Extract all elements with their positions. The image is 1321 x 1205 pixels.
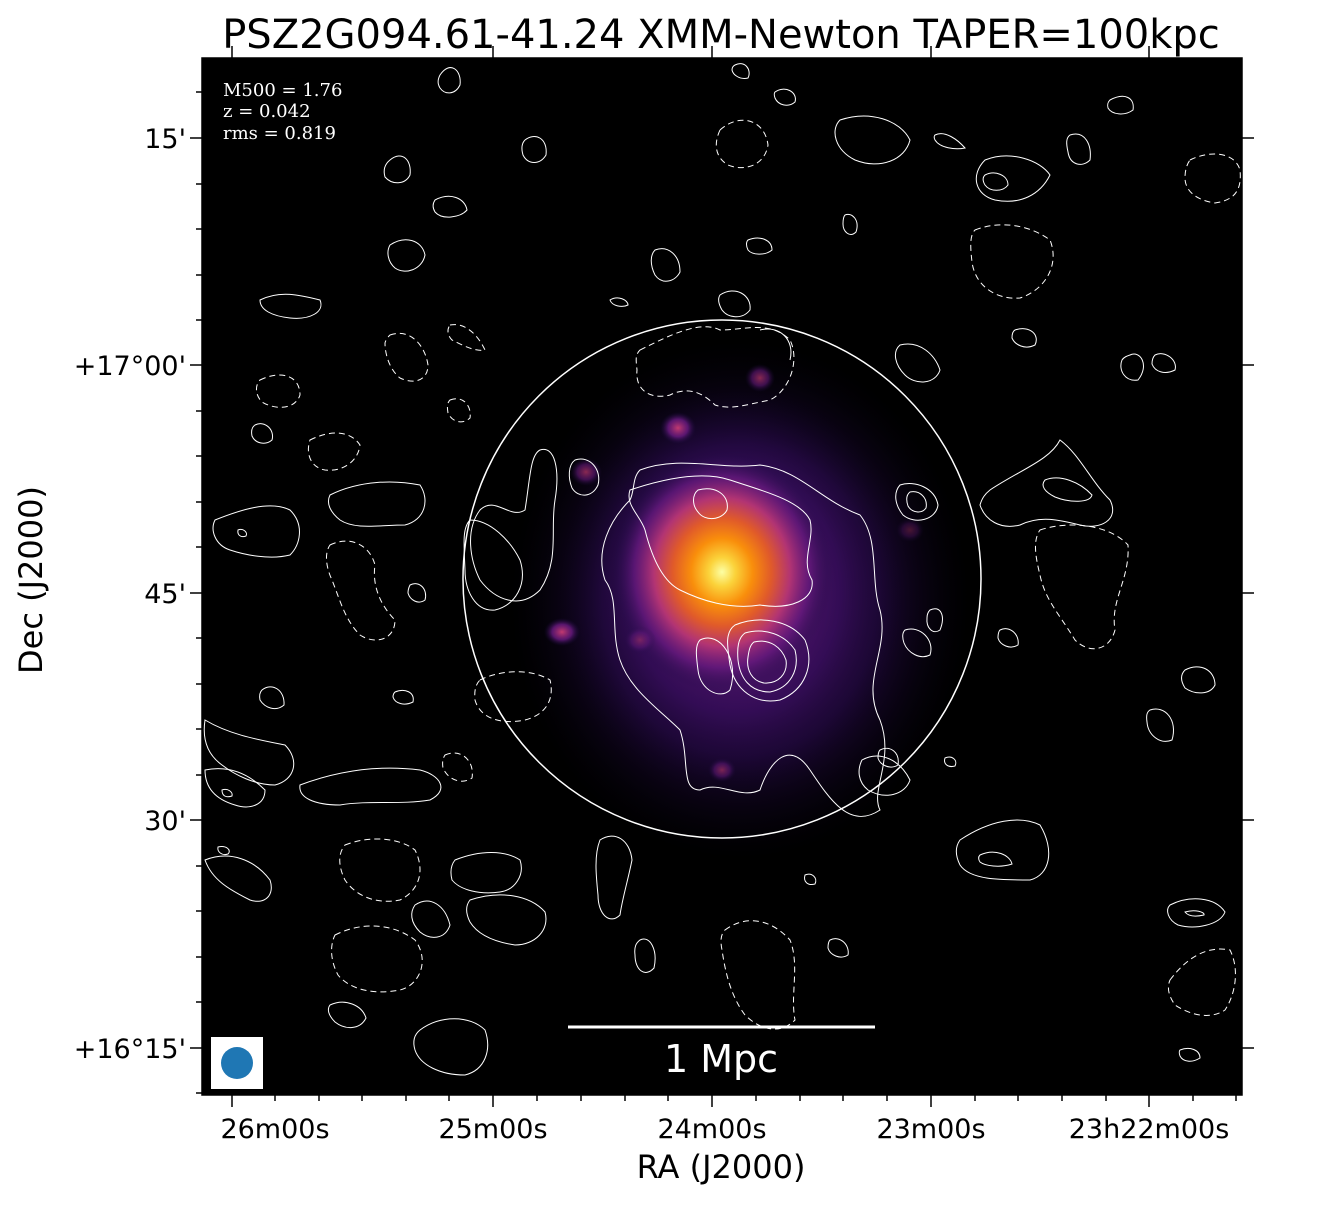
x-axis-ticks (231, 46, 1237, 1107)
x-tick-label: 23h22m00s (1069, 1114, 1230, 1145)
y-axis-ticks (190, 91, 1254, 1094)
y-tick-label: +17°00' (74, 351, 186, 382)
radio-contours (203, 63, 1241, 1076)
y-tick-labels: 15' +17°00' 45' 30' +16°15' (74, 124, 186, 1065)
x-tick-label: 24m00s (657, 1114, 766, 1145)
x-tick-labels: 26m00s 25m00s 24m00s 23m00s 23h22m00s (220, 1114, 1229, 1145)
redshift-label: z = 0.042 (223, 101, 311, 122)
r500-circle (462, 319, 982, 839)
x-tick-label: 23m00s (876, 1114, 985, 1145)
xray-emission (510, 340, 970, 860)
y-tick-label: 45' (144, 579, 186, 610)
x-axis-label: RA (J2000) (637, 1148, 806, 1186)
scale-bar-label: 1 Mpc (664, 1037, 778, 1081)
y-axis-label: Dec (J2000) (12, 486, 50, 674)
x-tick-label: 26m00s (220, 1114, 329, 1145)
rms-label: rms = 0.819 (223, 123, 336, 144)
y-tick-label: +16°15' (74, 1034, 186, 1065)
y-tick-label: 15' (144, 124, 186, 155)
x-tick-label: 25m00s (438, 1114, 547, 1145)
plot-frame (201, 57, 1243, 1096)
figure-title: PSZ2G094.61-41.24 XMM-Newton TAPER=100kp… (222, 12, 1220, 58)
y-tick-label: 30' (144, 806, 186, 837)
info-box: M500 = 1.76 z = 0.042 rms = 0.819 (223, 80, 342, 144)
m500-label: M500 = 1.76 (223, 80, 342, 101)
beam-ellipse (221, 1047, 253, 1079)
